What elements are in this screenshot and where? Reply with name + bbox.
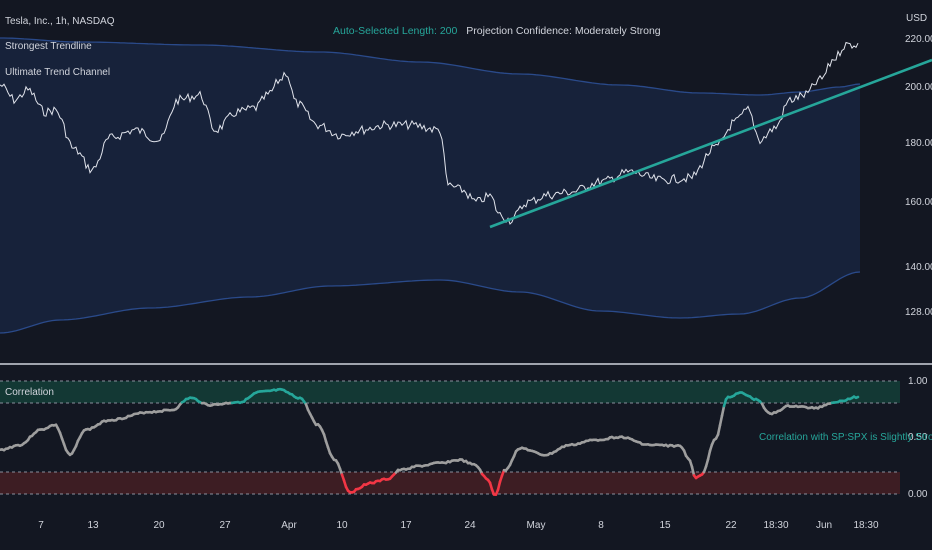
price-tick: 140.00 <box>905 262 932 273</box>
correlation-line <box>720 404 726 417</box>
trend-channel-upper <box>0 37 861 96</box>
time-tick: 24 <box>464 520 476 531</box>
time-tick: Apr <box>281 520 297 531</box>
time-tick: 10 <box>336 520 348 531</box>
indicator-legend-trendline[interactable]: Strongest Trendline <box>5 41 92 52</box>
strongest-trendline <box>489 58 932 229</box>
time-tick: 17 <box>400 520 412 531</box>
correlation-line <box>716 423 722 436</box>
currency-label: USD <box>906 13 928 24</box>
price-tick: 180.00 <box>905 138 932 149</box>
projection-confidence-label: Projection Confidence: Moderately Strong <box>466 25 661 37</box>
correlation-line <box>706 449 712 461</box>
price-tick: 160.00 <box>905 197 932 208</box>
correlation-pane-title[interactable]: Correlation <box>5 387 54 398</box>
correlation-line <box>690 465 696 477</box>
time-tick: 8 <box>598 520 604 531</box>
correlation-tick: 0.00 <box>908 489 928 500</box>
correlation-tick: 1.00 <box>908 376 928 387</box>
time-tick: 18:30 <box>763 520 789 531</box>
time-tick: 20 <box>153 520 165 531</box>
price-tick: 200.00 <box>905 82 932 93</box>
time-tick: May <box>526 520 546 531</box>
correlation-high-zone <box>0 381 900 403</box>
trend-channel-lower <box>0 271 861 334</box>
indicator-legend-channel[interactable]: Ultimate Trend Channel <box>5 67 111 78</box>
time-tick: Jun <box>815 520 833 531</box>
time-tick: 7 <box>38 520 44 531</box>
correlation-line-low <box>496 480 502 492</box>
symbol-legend[interactable]: Tesla, Inc., 1h, NASDAQ <box>5 16 115 27</box>
trend-channel-fill <box>0 38 860 333</box>
correlation-tick: 0.50 <box>908 432 928 443</box>
correlation-line <box>718 414 724 427</box>
auto-length-label: Auto-Selected Length: 200 <box>333 25 458 37</box>
price-line <box>0 41 859 225</box>
correlation-low-zone <box>0 472 900 494</box>
correlation-note: Correlation with SP:SPX is Slightly Stro… <box>759 432 932 443</box>
price-tick: 220.00 <box>905 34 932 45</box>
time-tick: 13 <box>87 520 99 531</box>
time-tick: 18:30 <box>853 520 879 531</box>
price-tick: 128.00 <box>905 307 932 318</box>
time-tick: 15 <box>659 520 671 531</box>
indicator-header: Auto-Selected Length: 200 Projection Con… <box>333 25 661 37</box>
time-tick: 27 <box>219 520 231 531</box>
time-tick: 22 <box>725 520 737 531</box>
correlation-line-high <box>854 395 860 400</box>
